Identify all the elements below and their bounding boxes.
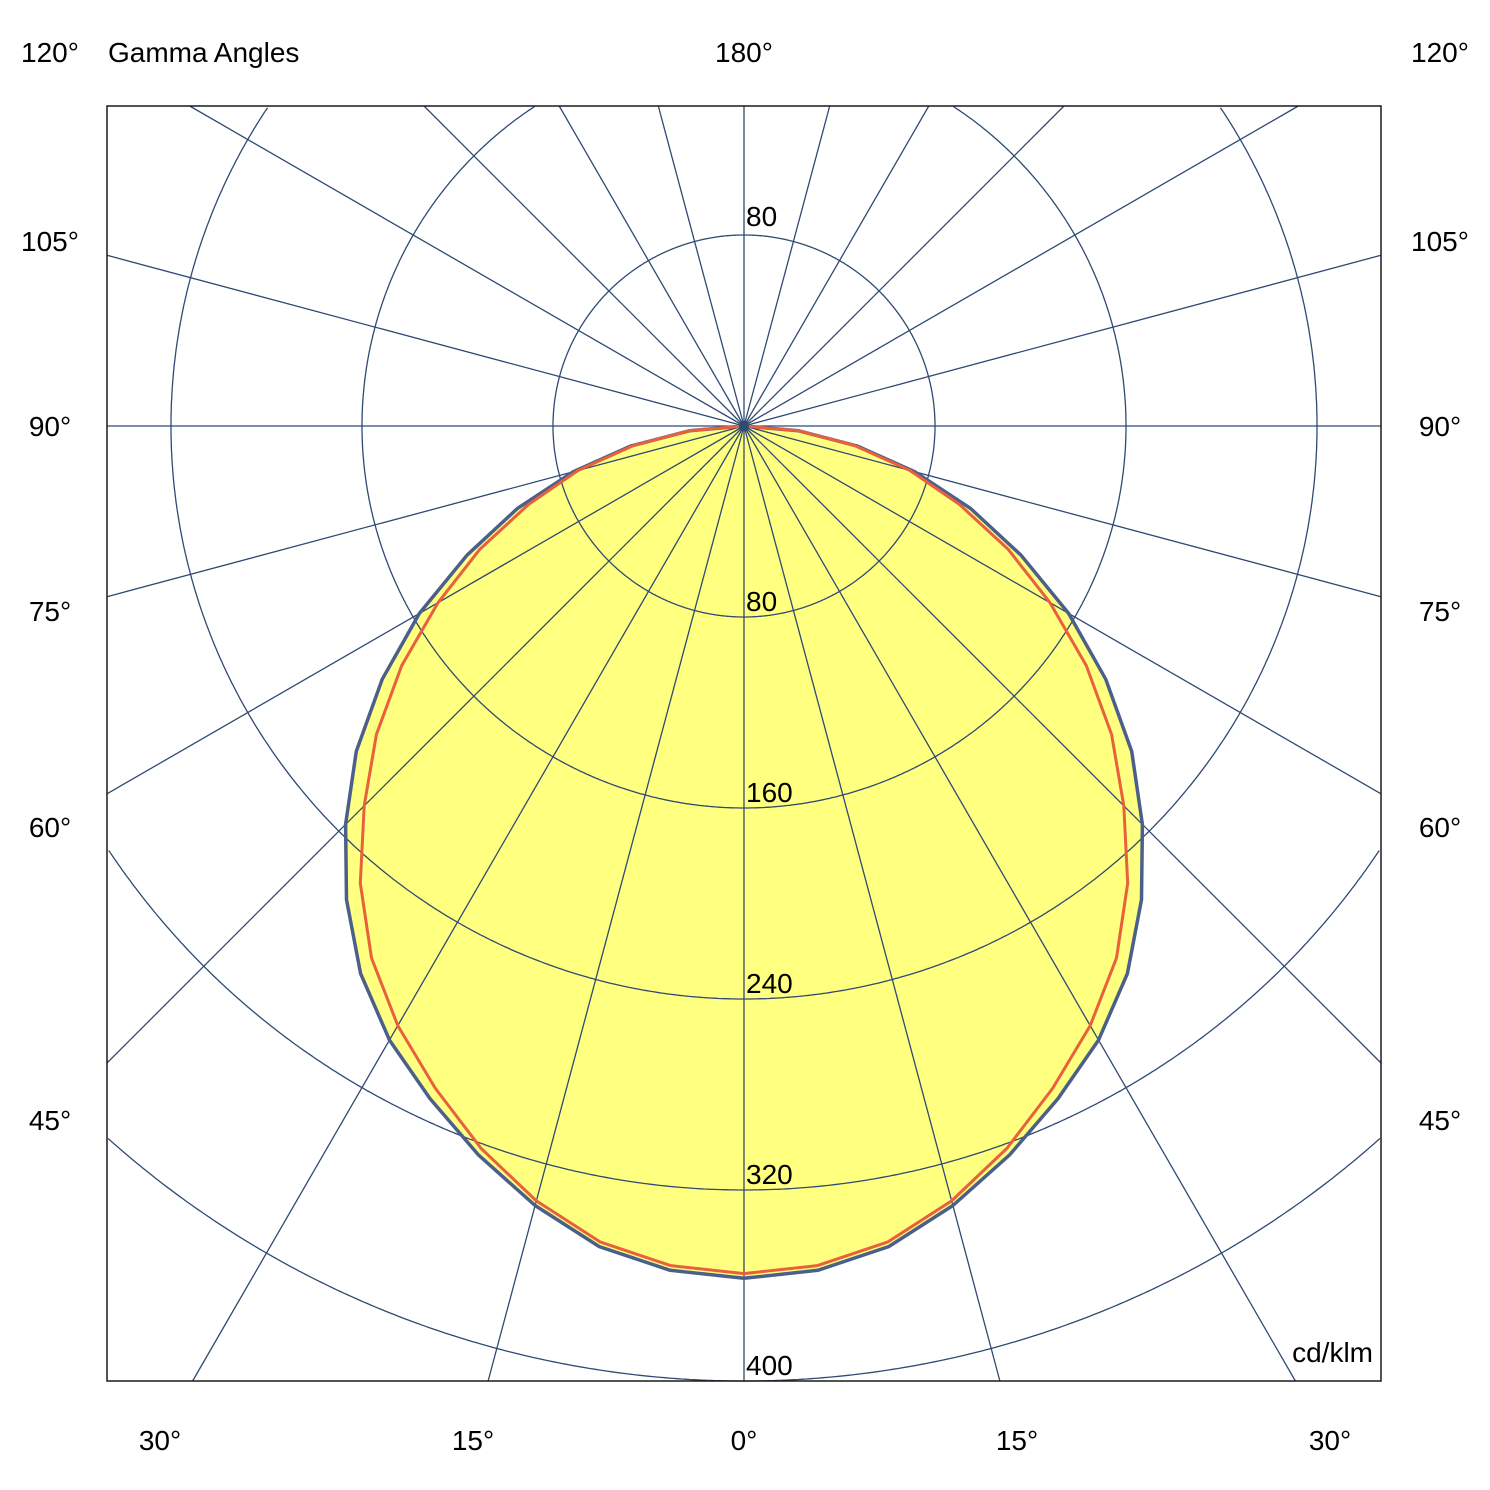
angle-label-left: 90°	[29, 411, 71, 442]
angle-label-right: 45°	[1419, 1105, 1461, 1136]
radial-tick-label: 160	[746, 777, 793, 808]
chart-title: Gamma Angles	[108, 37, 299, 68]
unit-label: cd/klm	[1292, 1337, 1373, 1368]
grid-circle	[108, 850, 1380, 1191]
radial-tick-label: 80	[746, 586, 777, 617]
grid-ray	[743, 425, 1296, 1382]
grid-ray	[743, 425, 1382, 1064]
grid-ray	[106, 254, 745, 427]
angle-label-bottom: 30°	[139, 1425, 181, 1456]
angle-label-bottom: 15°	[452, 1425, 494, 1456]
grid-ray	[743, 425, 1382, 795]
grid-ray	[558, 105, 745, 427]
series-curve-1	[358, 424, 1130, 1276]
grid-circle	[170, 107, 1318, 1000]
grid-ray	[189, 105, 745, 427]
top-radial-label: 80	[746, 201, 777, 232]
grid-ray	[743, 425, 1382, 598]
radial-tick-label: 320	[746, 1159, 793, 1190]
plot-frame	[106, 105, 1382, 1382]
grid-ray	[106, 425, 745, 1064]
grid-ray	[743, 105, 1299, 427]
angle-label-right: 120°	[1411, 37, 1469, 68]
grid-ray	[743, 105, 831, 427]
angle-label-bottom: 0°	[731, 1425, 758, 1456]
angle-label-right: 60°	[1419, 812, 1461, 843]
angle-label-bottom: 15°	[996, 1425, 1038, 1456]
center-point	[739, 421, 749, 431]
angle-label-left: 45°	[29, 1105, 71, 1136]
angle-label-left: 60°	[29, 812, 71, 843]
grid-ray	[106, 425, 745, 598]
angle-label-bottom: 30°	[1309, 1425, 1351, 1456]
grid-circle	[361, 105, 1127, 809]
grid-ray	[743, 425, 1001, 1382]
radial-tick-label: 400	[746, 1350, 793, 1381]
grid-ray	[743, 105, 1065, 427]
grid-ray	[106, 425, 745, 795]
angle-label-left: 105°	[21, 226, 79, 257]
grid-ray	[743, 105, 930, 427]
angle-label-right: 105°	[1411, 226, 1469, 257]
top-angle-label: 180°	[715, 37, 773, 68]
grid-circle	[107, 1138, 1381, 1382]
angle-label-right: 90°	[1419, 411, 1461, 442]
angle-label-left: 75°	[29, 596, 71, 627]
angle-label-right: 75°	[1419, 596, 1461, 627]
series-curve-0	[343, 424, 1145, 1281]
grid-ray	[192, 425, 745, 1382]
angle-label-left: 120°	[21, 37, 79, 68]
grid-ray	[657, 105, 745, 427]
grid-ray	[423, 105, 745, 427]
grid-ray	[743, 254, 1382, 427]
radial-tick-label: 240	[746, 968, 793, 999]
grid-ray	[487, 425, 745, 1382]
